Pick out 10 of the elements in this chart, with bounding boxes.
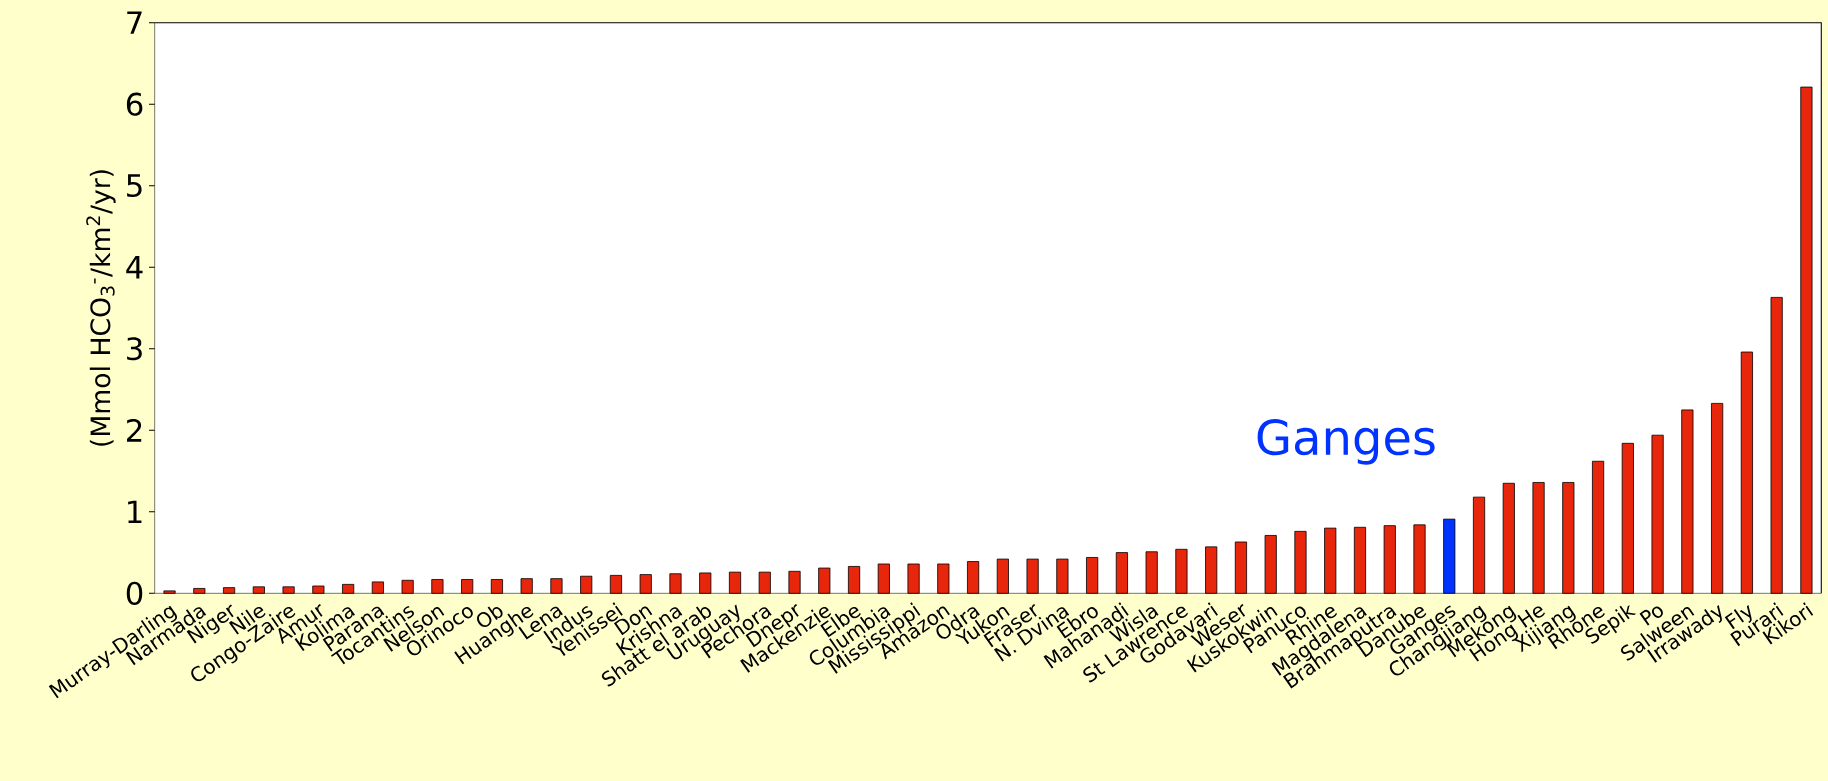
y-tick-label: 1 xyxy=(128,500,142,523)
y-axis-title: (Mmol HCO$_{3}$$^{-}$/km$^{2}$/yr) xyxy=(86,169,116,446)
y-tick-label: 2 xyxy=(126,418,142,442)
y-tick-label: 5 xyxy=(127,174,142,197)
y-tick-label: 3 xyxy=(127,336,142,361)
y-tick-label: 7 xyxy=(127,11,142,34)
y-tick-label: 6 xyxy=(126,92,143,116)
y-tick-label: 0 xyxy=(126,581,143,605)
annotation: Ganges xyxy=(1257,418,1435,465)
y-tick-label: 4 xyxy=(126,255,143,279)
